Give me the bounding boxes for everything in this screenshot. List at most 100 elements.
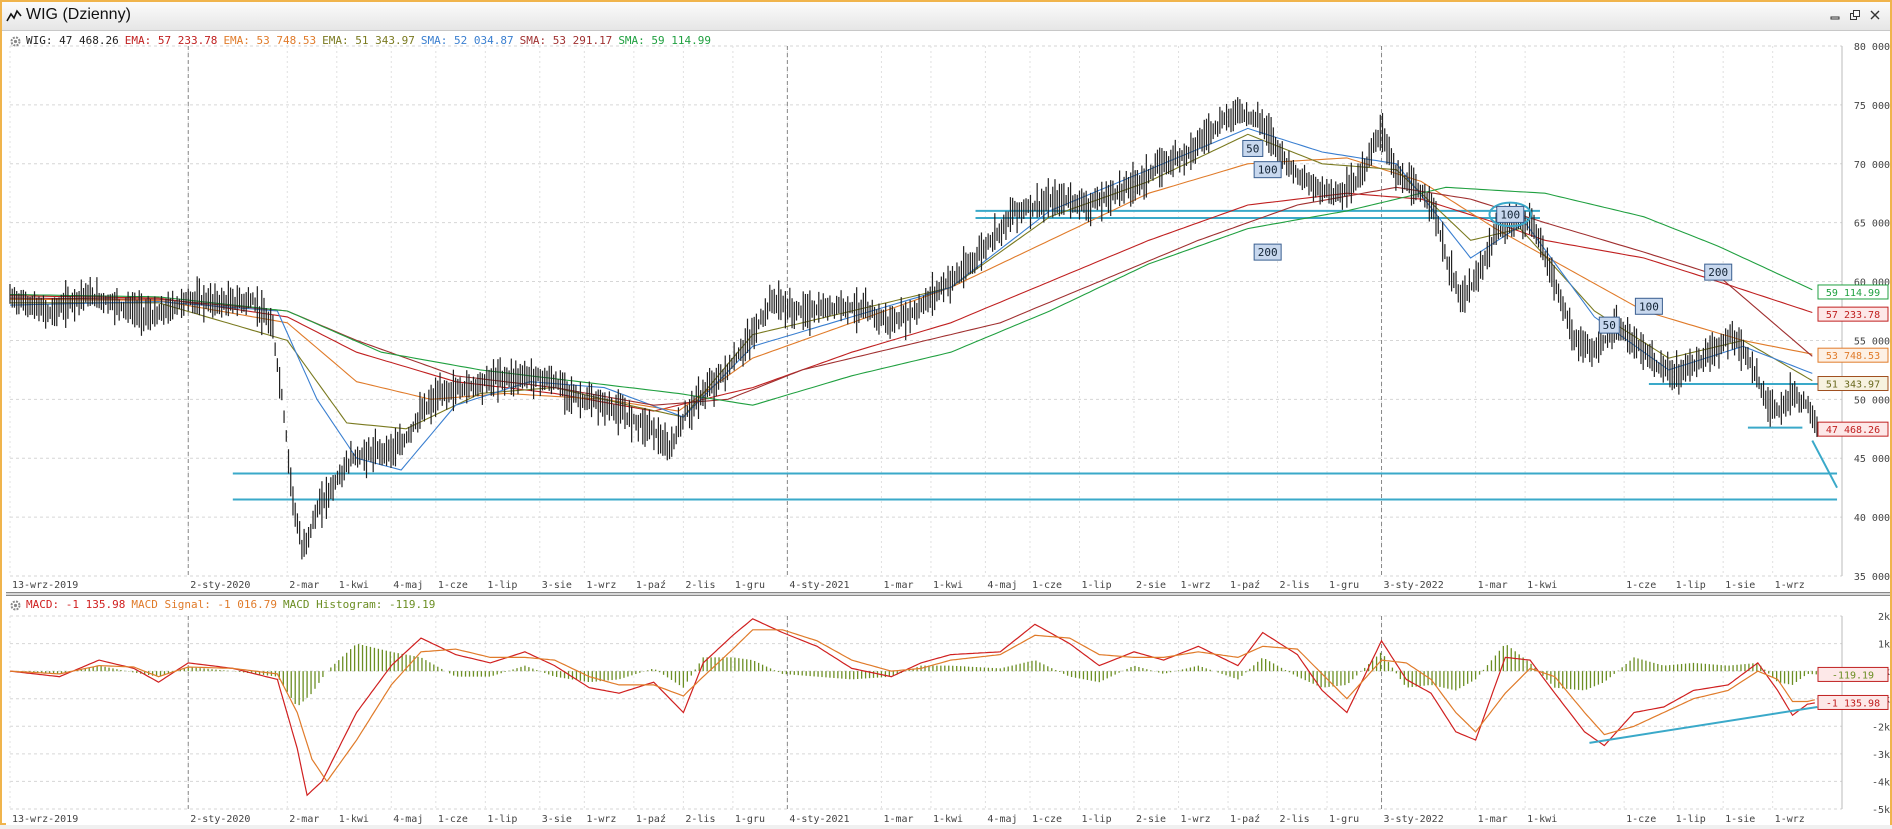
- x-tick-label: 1-lip: [487, 580, 517, 591]
- x-tick-label: 1-cze: [1626, 814, 1656, 825]
- value-label-text: 53 748.53: [1826, 351, 1880, 362]
- value-label-text: -1 135.98: [1826, 698, 1880, 709]
- macd-legend-item: MACD Histogram: -119.19: [283, 598, 436, 611]
- ma-period-badge: 200: [1253, 243, 1282, 261]
- trend-line: [1811, 440, 1838, 489]
- x-tick-label: 4-maj: [987, 580, 1017, 591]
- x-tick-label: 3-sty-2022: [1384, 814, 1444, 825]
- x-tick-label: 2-lis: [1280, 814, 1310, 825]
- close-button[interactable]: [1868, 9, 1882, 22]
- ma-period-badge: 100: [1496, 205, 1525, 223]
- minimize-button[interactable]: [1828, 9, 1842, 22]
- price-bars: [9, 97, 1818, 560]
- x-tick-label: 1-cze: [438, 580, 468, 591]
- badge-label: 50: [1603, 319, 1616, 332]
- x-tick-label: 1-lip: [1081, 580, 1111, 591]
- y-tick-label: -4k: [1872, 777, 1890, 788]
- price-legend: WIG: 47 468.26 EMA: 57 233.78 EMA: 53 748.…: [26, 34, 717, 47]
- settings-gear-icon[interactable]: [9, 599, 22, 612]
- x-tick-label: 1-paź: [636, 579, 666, 591]
- y-tick-label: 2k: [1878, 612, 1890, 623]
- x-tick-label: 1-kwi: [933, 814, 963, 825]
- y-tick-label: 40 000: [1854, 513, 1890, 524]
- value-label-text: 47 468.26: [1826, 425, 1880, 436]
- x-tick-label: 1-sie: [1725, 580, 1755, 591]
- chart-line-icon: [6, 9, 22, 22]
- current-value-label: 47 468.26: [1817, 421, 1889, 437]
- x-tick-label: 1-sie: [1725, 814, 1755, 825]
- badge-box: [1704, 263, 1733, 281]
- x-tick-label: 3-sie: [542, 580, 572, 591]
- y-tick-label: 1k: [1878, 640, 1890, 651]
- x-tick-label: 2-sty-2020: [190, 814, 250, 825]
- x-tick-label: 1-gru: [735, 580, 765, 591]
- current-value-label: 53 748.53: [1817, 347, 1889, 363]
- x-tick-label: 1-kwi: [339, 814, 369, 825]
- x-tick-label: 2-sty-2020: [190, 580, 250, 591]
- x-tick-label: 13-wrz-2019: [12, 580, 78, 591]
- value-label-text: 57 233.78: [1826, 310, 1880, 321]
- restore-icon: [1850, 10, 1860, 20]
- y-tick-label: 35 000: [1854, 572, 1890, 583]
- restore-button[interactable]: [1848, 9, 1862, 22]
- x-tick-label: 2-sie: [1136, 580, 1166, 591]
- badge-label: 50: [1246, 142, 1259, 155]
- y-tick-label: 75 000: [1854, 101, 1890, 112]
- value-label-box: [1817, 347, 1889, 363]
- ma-period-badge: 50: [1598, 316, 1620, 334]
- moving-average-line: [9, 157, 1813, 412]
- x-tick-label: 1-kwi: [1527, 814, 1557, 825]
- y-tick-label: 60 000: [1854, 278, 1890, 289]
- badge-label: 100: [1639, 300, 1659, 313]
- x-tick-label: 1-lip: [1081, 814, 1111, 825]
- price-pane[interactable]: WIG: 47 468.26 EMA: 57 233.78 EMA: 53 748.…: [6, 32, 1890, 592]
- x-tick-label: 1-lip: [487, 814, 517, 825]
- price-legend-item: EMA: 51 343.97: [322, 34, 415, 47]
- highlight-ellipse: [1488, 201, 1533, 228]
- x-tick-label: 13-wrz-2019: [12, 814, 78, 825]
- x-tick-label: 1-kwi: [339, 580, 369, 591]
- macd-line: [9, 629, 1815, 783]
- x-tick-label: 1-wrz: [1775, 580, 1805, 591]
- macd-pane[interactable]: MACD: -1 135.98 MACD Signal: -1 016.79 MAC…: [6, 596, 1890, 825]
- price-chart[interactable]: 35 000 40 000 45 000 50 000 55 000 60 000 65 0…: [6, 32, 1890, 592]
- x-tick-label: 1-cze: [438, 814, 468, 825]
- badge-box: [1634, 297, 1663, 315]
- badge-label: 100: [1500, 208, 1520, 221]
- value-label-text: -119.19: [1832, 670, 1874, 681]
- ma-period-badge: 200: [1704, 263, 1733, 281]
- price-legend-item: WIG: 47 468.26: [26, 34, 119, 47]
- x-tick-label: 1-wrz: [1181, 814, 1211, 825]
- y-tick-label: 50 000: [1854, 395, 1890, 406]
- x-tick-label: 1-paź: [1230, 813, 1260, 825]
- x-tick-label: 2-lis: [685, 580, 715, 591]
- settings-gear-icon[interactable]: [9, 35, 22, 48]
- minimize-icon: [1830, 16, 1840, 20]
- x-tick-label: 1-paź: [636, 813, 666, 825]
- current-value-label: -119.19: [1817, 666, 1889, 682]
- x-tick-label: 1-cze: [1626, 580, 1656, 591]
- badge-box: [1253, 161, 1282, 179]
- macd-legend-item: MACD: -1 135.98: [26, 598, 126, 611]
- macd-legend: MACD: -1 135.98 MACD Signal: -1 016.79 MAC…: [26, 598, 441, 611]
- x-tick-label: 1-wrz: [1775, 814, 1805, 825]
- value-label-box: [1817, 694, 1889, 710]
- badge-box: [1242, 139, 1264, 157]
- badge-label: 200: [1258, 246, 1278, 259]
- x-tick-label: 2-mar: [289, 814, 319, 825]
- pane-divider[interactable]: [6, 592, 1890, 596]
- value-label-box: [1817, 666, 1889, 682]
- badge-box: [1598, 316, 1620, 334]
- y-tick-label: 70 000: [1854, 160, 1890, 171]
- ma-period-badge: 100: [1253, 161, 1282, 179]
- value-label-text: 51 343.97: [1826, 380, 1880, 391]
- x-tick-label: 1-mar: [1478, 814, 1508, 825]
- x-tick-label: 1-mar: [1478, 580, 1508, 591]
- x-tick-label: 1-wrz: [586, 580, 616, 591]
- x-tick-label: 1-gru: [735, 814, 765, 825]
- macd-chart[interactable]: -5k-4k-3k-2k-1k0k1k2k13-wrz-20192-sty-20…: [6, 596, 1890, 825]
- macd-legend-item: MACD Signal: -1 016.79: [131, 598, 278, 611]
- x-tick-label: 1-kwi: [933, 580, 963, 591]
- title-bar[interactable]: WIG (Dzienny): [2, 2, 1890, 31]
